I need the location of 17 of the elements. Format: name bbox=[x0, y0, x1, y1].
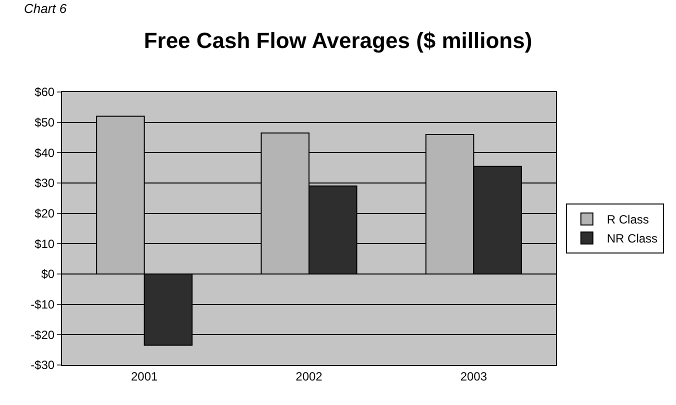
x-tick-label: 2003 bbox=[460, 369, 488, 384]
chart-title: Free Cash Flow Averages ($ millions) bbox=[144, 28, 532, 54]
y-tick-label: $30 bbox=[34, 176, 55, 190]
y-tick-label: $60 bbox=[34, 85, 55, 100]
x-tick-label: 2001 bbox=[130, 369, 158, 384]
y-tick-label: $20 bbox=[34, 206, 55, 221]
y-tick-label: $50 bbox=[34, 116, 55, 130]
y-tick-label: -$30 bbox=[30, 358, 55, 372]
y-tick-label: $0 bbox=[41, 267, 55, 282]
y-tick-label: -$20 bbox=[30, 328, 55, 342]
legend-label: R Class bbox=[606, 212, 649, 227]
legend-label: NR Class bbox=[606, 232, 658, 246]
y-tick-label: -$10 bbox=[30, 298, 55, 312]
caption: Chart 6 bbox=[24, 1, 68, 16]
x-tick-label: 2002 bbox=[296, 369, 323, 384]
y-tick-label: $10 bbox=[34, 236, 55, 251]
y-tick-label: $40 bbox=[34, 146, 55, 160]
